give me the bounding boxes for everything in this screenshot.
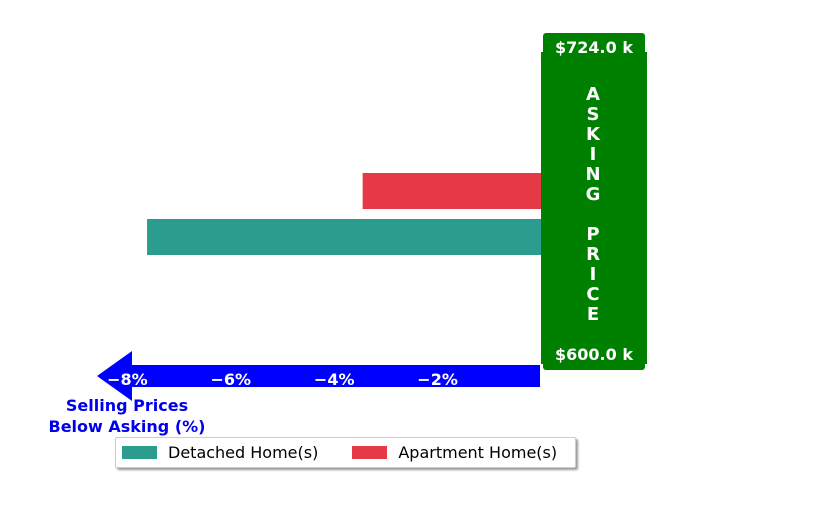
asking-top-badge [543, 33, 645, 61]
legend-swatch-apartment [352, 446, 388, 459]
x-tick-label: −4% [314, 370, 355, 389]
x-tick-label: −6% [211, 370, 252, 389]
legend-label-apartment: Apartment Home(s) [398, 443, 558, 462]
asking-price-letter: P [586, 224, 599, 245]
asking-bottom-label: $600.0 k [555, 345, 633, 364]
legend-swatch-detached [122, 446, 157, 459]
axis-arrow [97, 351, 540, 401]
asking-bottom-badge [543, 342, 645, 370]
asking-price-letter: I [590, 144, 597, 165]
chart-legend: Detached Home(s) Apartment Home(s) [115, 437, 576, 468]
asking-price-letter: A [586, 84, 600, 105]
x-tick-label: −8% [107, 370, 148, 389]
legend-item-detached: Detached Home(s) [122, 443, 318, 462]
asking-price-letter: N [585, 164, 600, 185]
asking-price-letter: K [586, 124, 601, 145]
bar-detached [147, 219, 541, 255]
bar-apartment [362, 173, 541, 209]
asking-price-letter: E [587, 304, 599, 325]
x-axis-label: Below Asking (%) [49, 417, 206, 436]
asking-top-label: $724.0 k [555, 38, 633, 57]
asking-price-letter: S [587, 104, 600, 125]
asking-price-letter: C [586, 284, 599, 305]
x-tick-label: −2% [417, 370, 458, 389]
asking-price-bar [541, 52, 647, 364]
x-axis-label: Selling Prices [66, 396, 188, 415]
legend-label-detached: Detached Home(s) [168, 443, 319, 462]
asking-price-letter: I [590, 264, 597, 285]
legend-item-apartment: Apartment Home(s) [352, 443, 557, 462]
asking-price-letter: R [586, 244, 600, 265]
asking-price-letter: G [586, 184, 601, 205]
